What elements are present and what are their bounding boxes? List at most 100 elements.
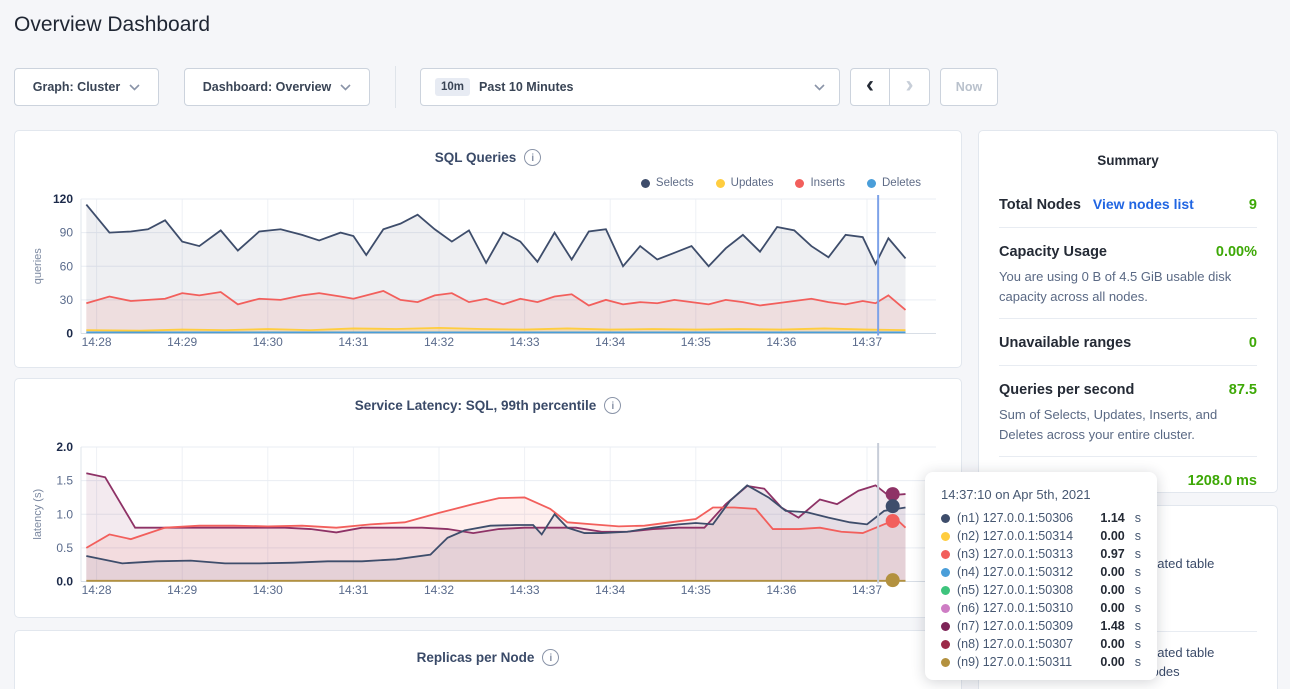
view-nodes-list-link[interactable]: View nodes list xyxy=(1093,196,1194,212)
tooltip-row: (n2) 127.0.0.1:503140.00s xyxy=(941,527,1141,545)
svg-text:14:31: 14:31 xyxy=(338,583,368,597)
p99-latency-value: 1208.0 ms xyxy=(1188,473,1257,489)
node-color-dot xyxy=(941,568,950,577)
svg-text:0: 0 xyxy=(66,327,73,341)
sql-queries-chart[interactable]: 14:28 14:29 14:30 14:31 14:32 14:33 14:34 14:35… xyxy=(15,186,963,356)
svg-text:14:34: 14:34 xyxy=(595,583,625,597)
unavailable-ranges-label: Unavailable ranges xyxy=(999,335,1131,351)
replicas-per-node-card: Replicas per Node i xyxy=(14,630,962,689)
svg-text:14:29: 14:29 xyxy=(167,583,197,597)
node-address: (n9) 127.0.0.1:50311 xyxy=(957,655,1072,669)
latency-unit: s xyxy=(1135,547,1141,561)
tooltip-row: (n6) 127.0.0.1:503100.00s xyxy=(941,599,1141,617)
svg-text:30: 30 xyxy=(60,293,74,307)
node-address: (n6) 127.0.0.1:50310 xyxy=(957,601,1073,615)
tooltip-row: (n8) 127.0.0.1:503070.00s xyxy=(941,635,1141,653)
qps-description: Sum of Selects, Updates, Inserts, and De… xyxy=(999,405,1257,444)
svg-text:14:37: 14:37 xyxy=(852,335,882,349)
qps-label: Queries per second xyxy=(999,382,1134,398)
svg-text:14:32: 14:32 xyxy=(424,583,454,597)
info-icon[interactable]: i xyxy=(524,149,541,166)
svg-text:14:34: 14:34 xyxy=(595,335,625,349)
node-color-dot xyxy=(941,514,950,523)
svg-text:2.0: 2.0 xyxy=(56,440,73,454)
info-icon[interactable]: i xyxy=(604,397,621,414)
tooltip-rows: (n1) 127.0.0.1:503061.14s(n2) 127.0.0.1:… xyxy=(941,509,1141,671)
chevron-down-icon xyxy=(340,84,351,91)
svg-text:14:28: 14:28 xyxy=(82,335,112,349)
svg-text:14:31: 14:31 xyxy=(338,335,368,349)
svg-text:14:29: 14:29 xyxy=(167,335,197,349)
latency-unit: s xyxy=(1135,511,1141,525)
dashboard-dropdown[interactable]: Dashboard: Overview xyxy=(184,68,370,106)
summary-row-unavailable-ranges: Unavailable ranges 0 xyxy=(999,319,1257,366)
chart-hover-tooltip: 14:37:10 on Apr 5th, 2021 (n1) 127.0.0.1… xyxy=(925,472,1157,680)
node-address: (n1) 127.0.0.1:50306 xyxy=(957,511,1073,525)
service-latency-chart[interactable]: 14:28 14:29 14:30 14:31 14:32 14:33 14:34 14:35… xyxy=(15,434,963,604)
node-latency-value: 0.00 xyxy=(1100,637,1124,651)
svg-text:14:32: 14:32 xyxy=(424,335,454,349)
latency-unit: s xyxy=(1135,529,1141,543)
sql-queries-title: SQL Queries i xyxy=(15,149,961,166)
dashboard-dropdown-label: Dashboard: Overview xyxy=(203,80,332,94)
summary-panel: Summary Total Nodes View nodes list 9 Ca… xyxy=(978,130,1278,493)
total-nodes-label: Total Nodes xyxy=(999,197,1081,213)
tooltip-row: (n7) 127.0.0.1:50309 1.48 s xyxy=(941,617,1141,635)
svg-text:1.5: 1.5 xyxy=(56,474,73,488)
prev-time-button[interactable]: ‹ xyxy=(851,69,890,105)
svg-text:0.5: 0.5 xyxy=(56,541,73,555)
total-nodes-value: 9 xyxy=(1249,197,1257,213)
node-color-dot xyxy=(941,622,950,631)
svg-text:14:33: 14:33 xyxy=(510,583,540,597)
node-address: (n7) 127.0.0.1:50309 xyxy=(957,619,1073,633)
toolbar-divider xyxy=(395,66,396,108)
time-range-label: Past 10 Minutes xyxy=(479,80,573,94)
capacity-usage-description: You are using 0 B of 4.5 GiB usable disk… xyxy=(999,267,1257,306)
next-time-button[interactable]: › xyxy=(890,69,929,105)
latency-unit: s xyxy=(1135,637,1141,651)
node-color-dot xyxy=(941,640,950,649)
page-title: Overview Dashboard xyxy=(14,13,210,37)
chevron-down-icon xyxy=(129,84,140,91)
chevron-down-icon xyxy=(814,84,825,91)
node-color-dot xyxy=(941,550,950,559)
service-latency-title: Service Latency: SQL, 99th percentile i xyxy=(15,397,961,414)
node-color-dot xyxy=(941,532,950,541)
service-latency-card: Service Latency: SQL, 99th percentile i … xyxy=(14,378,962,618)
time-range-badge: 10m xyxy=(435,78,470,96)
svg-text:14:30: 14:30 xyxy=(253,583,283,597)
tooltip-row: (n1) 127.0.0.1:503061.14s xyxy=(941,509,1141,527)
node-color-dot xyxy=(941,586,950,595)
tooltip-row: (n3) 127.0.0.1:503130.97s xyxy=(941,545,1141,563)
svg-text:14:30: 14:30 xyxy=(253,335,283,349)
latency-unit: s xyxy=(1135,583,1141,597)
capacity-usage-label: Capacity Usage xyxy=(999,244,1107,260)
svg-text:14:35: 14:35 xyxy=(681,583,711,597)
summary-row-capacity: Capacity Usage 0.00% You are using 0 B o… xyxy=(999,228,1257,319)
svg-text:14:33: 14:33 xyxy=(510,335,540,349)
svg-text:90: 90 xyxy=(60,226,74,240)
node-latency-value: 0.00 xyxy=(1100,583,1124,597)
info-icon[interactable]: i xyxy=(542,649,559,666)
latency-unit: s xyxy=(1135,565,1141,579)
latency-unit: s xyxy=(1135,619,1141,633)
node-color-dot xyxy=(941,658,950,667)
graph-dropdown-label: Graph: Cluster xyxy=(33,80,121,94)
svg-text:14:36: 14:36 xyxy=(766,583,796,597)
summary-row-qps: Queries per second 87.5 Sum of Selects, … xyxy=(999,366,1257,457)
now-button[interactable]: Now xyxy=(940,68,998,106)
replicas-per-node-title: Replicas per Node i xyxy=(15,649,961,666)
tooltip-timestamp: 14:37:10 on Apr 5th, 2021 xyxy=(941,487,1141,502)
capacity-usage-value: 0.00% xyxy=(1216,244,1257,260)
svg-text:1.0: 1.0 xyxy=(56,507,73,521)
svg-text:0.0: 0.0 xyxy=(56,575,73,589)
time-range-picker[interactable]: 10m Past 10 Minutes xyxy=(420,68,840,106)
svg-text:14:28: 14:28 xyxy=(82,583,112,597)
sql-queries-card: SQL Queries i SelectsUpdatesInsertsDelet… xyxy=(14,130,962,368)
svg-text:14:35: 14:35 xyxy=(681,335,711,349)
graph-dropdown[interactable]: Graph: Cluster xyxy=(14,68,159,106)
tooltip-row: (n5) 127.0.0.1:503080.00s xyxy=(941,581,1141,599)
summary-heading: Summary xyxy=(999,153,1257,168)
node-latency-value: 1.48 xyxy=(1100,619,1124,633)
tooltip-row: (n4) 127.0.0.1:503120.00s xyxy=(941,563,1141,581)
